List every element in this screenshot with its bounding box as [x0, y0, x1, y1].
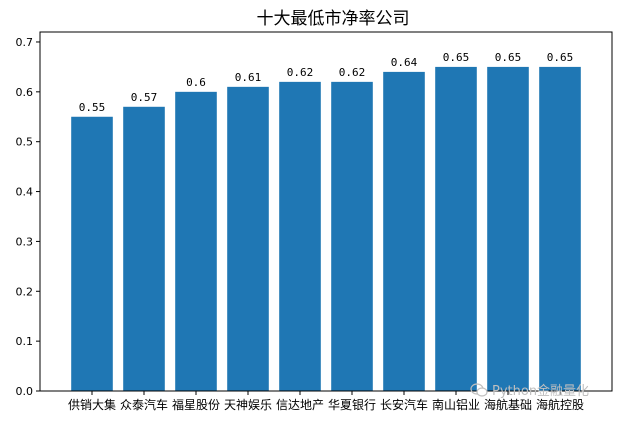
x-tick-label: 信达地产: [276, 398, 324, 412]
data-label: 0.55: [79, 101, 106, 114]
data-label: 0.62: [287, 66, 314, 79]
x-tick-label: 海航控股: [536, 397, 584, 412]
x-tick-label: 供销大集: [68, 397, 116, 412]
data-label: 0.62: [339, 66, 366, 79]
chart-title: 十大最低市净率公司: [257, 9, 410, 29]
x-tick-label: 福星股份: [172, 397, 220, 412]
plot-area: 0.0 0.1 0.2 0.3 0.4 0.5 0.6 0.7 0.55 供销大集 0.57 众泰汽车…: [16, 36, 585, 412]
y-tick-label: 0.3: [16, 235, 34, 248]
bar: [227, 86, 269, 391]
watermark-text: Python金融量化: [492, 384, 590, 399]
y-tick-label: 0.4: [16, 186, 34, 199]
y-tick-label: 0.6: [16, 86, 34, 99]
x-tick-label: 海航基础: [484, 397, 532, 412]
data-label: 0.65: [443, 51, 470, 64]
axes-frame: [39, 31, 613, 392]
x-tick-label: 华夏银行: [328, 398, 376, 412]
data-label: 0.65: [547, 51, 574, 64]
bar: [383, 71, 425, 391]
wechat-icon: [470, 382, 488, 397]
y-tick-label: 0.1: [16, 335, 34, 348]
bar: [487, 66, 529, 392]
x-tick-label: 天神娱乐: [224, 398, 272, 412]
x-tick-label: 南山铝业: [432, 397, 480, 412]
bar: [279, 81, 321, 391]
x-tick-label: 长安汽车: [380, 397, 428, 412]
bar: [331, 81, 373, 391]
bar: [71, 116, 113, 391]
data-label: 0.65: [495, 51, 522, 64]
watermark: Python金融量化: [470, 380, 589, 399]
bar: [175, 91, 217, 391]
data-label: 0.61: [235, 71, 262, 84]
y-tick-label: 0.7: [16, 36, 34, 49]
y-tick-label: 0.0: [16, 385, 34, 398]
bar: [539, 66, 581, 392]
data-label: 0.64: [391, 56, 418, 69]
y-tick-label: 0.2: [16, 285, 34, 298]
bar: [123, 106, 165, 392]
data-label: 0.6: [186, 76, 206, 89]
data-label: 0.57: [131, 91, 158, 104]
x-tick-label: 众泰汽车: [120, 397, 168, 412]
bar: [435, 66, 477, 392]
y-tick-label: 0.5: [16, 136, 34, 149]
